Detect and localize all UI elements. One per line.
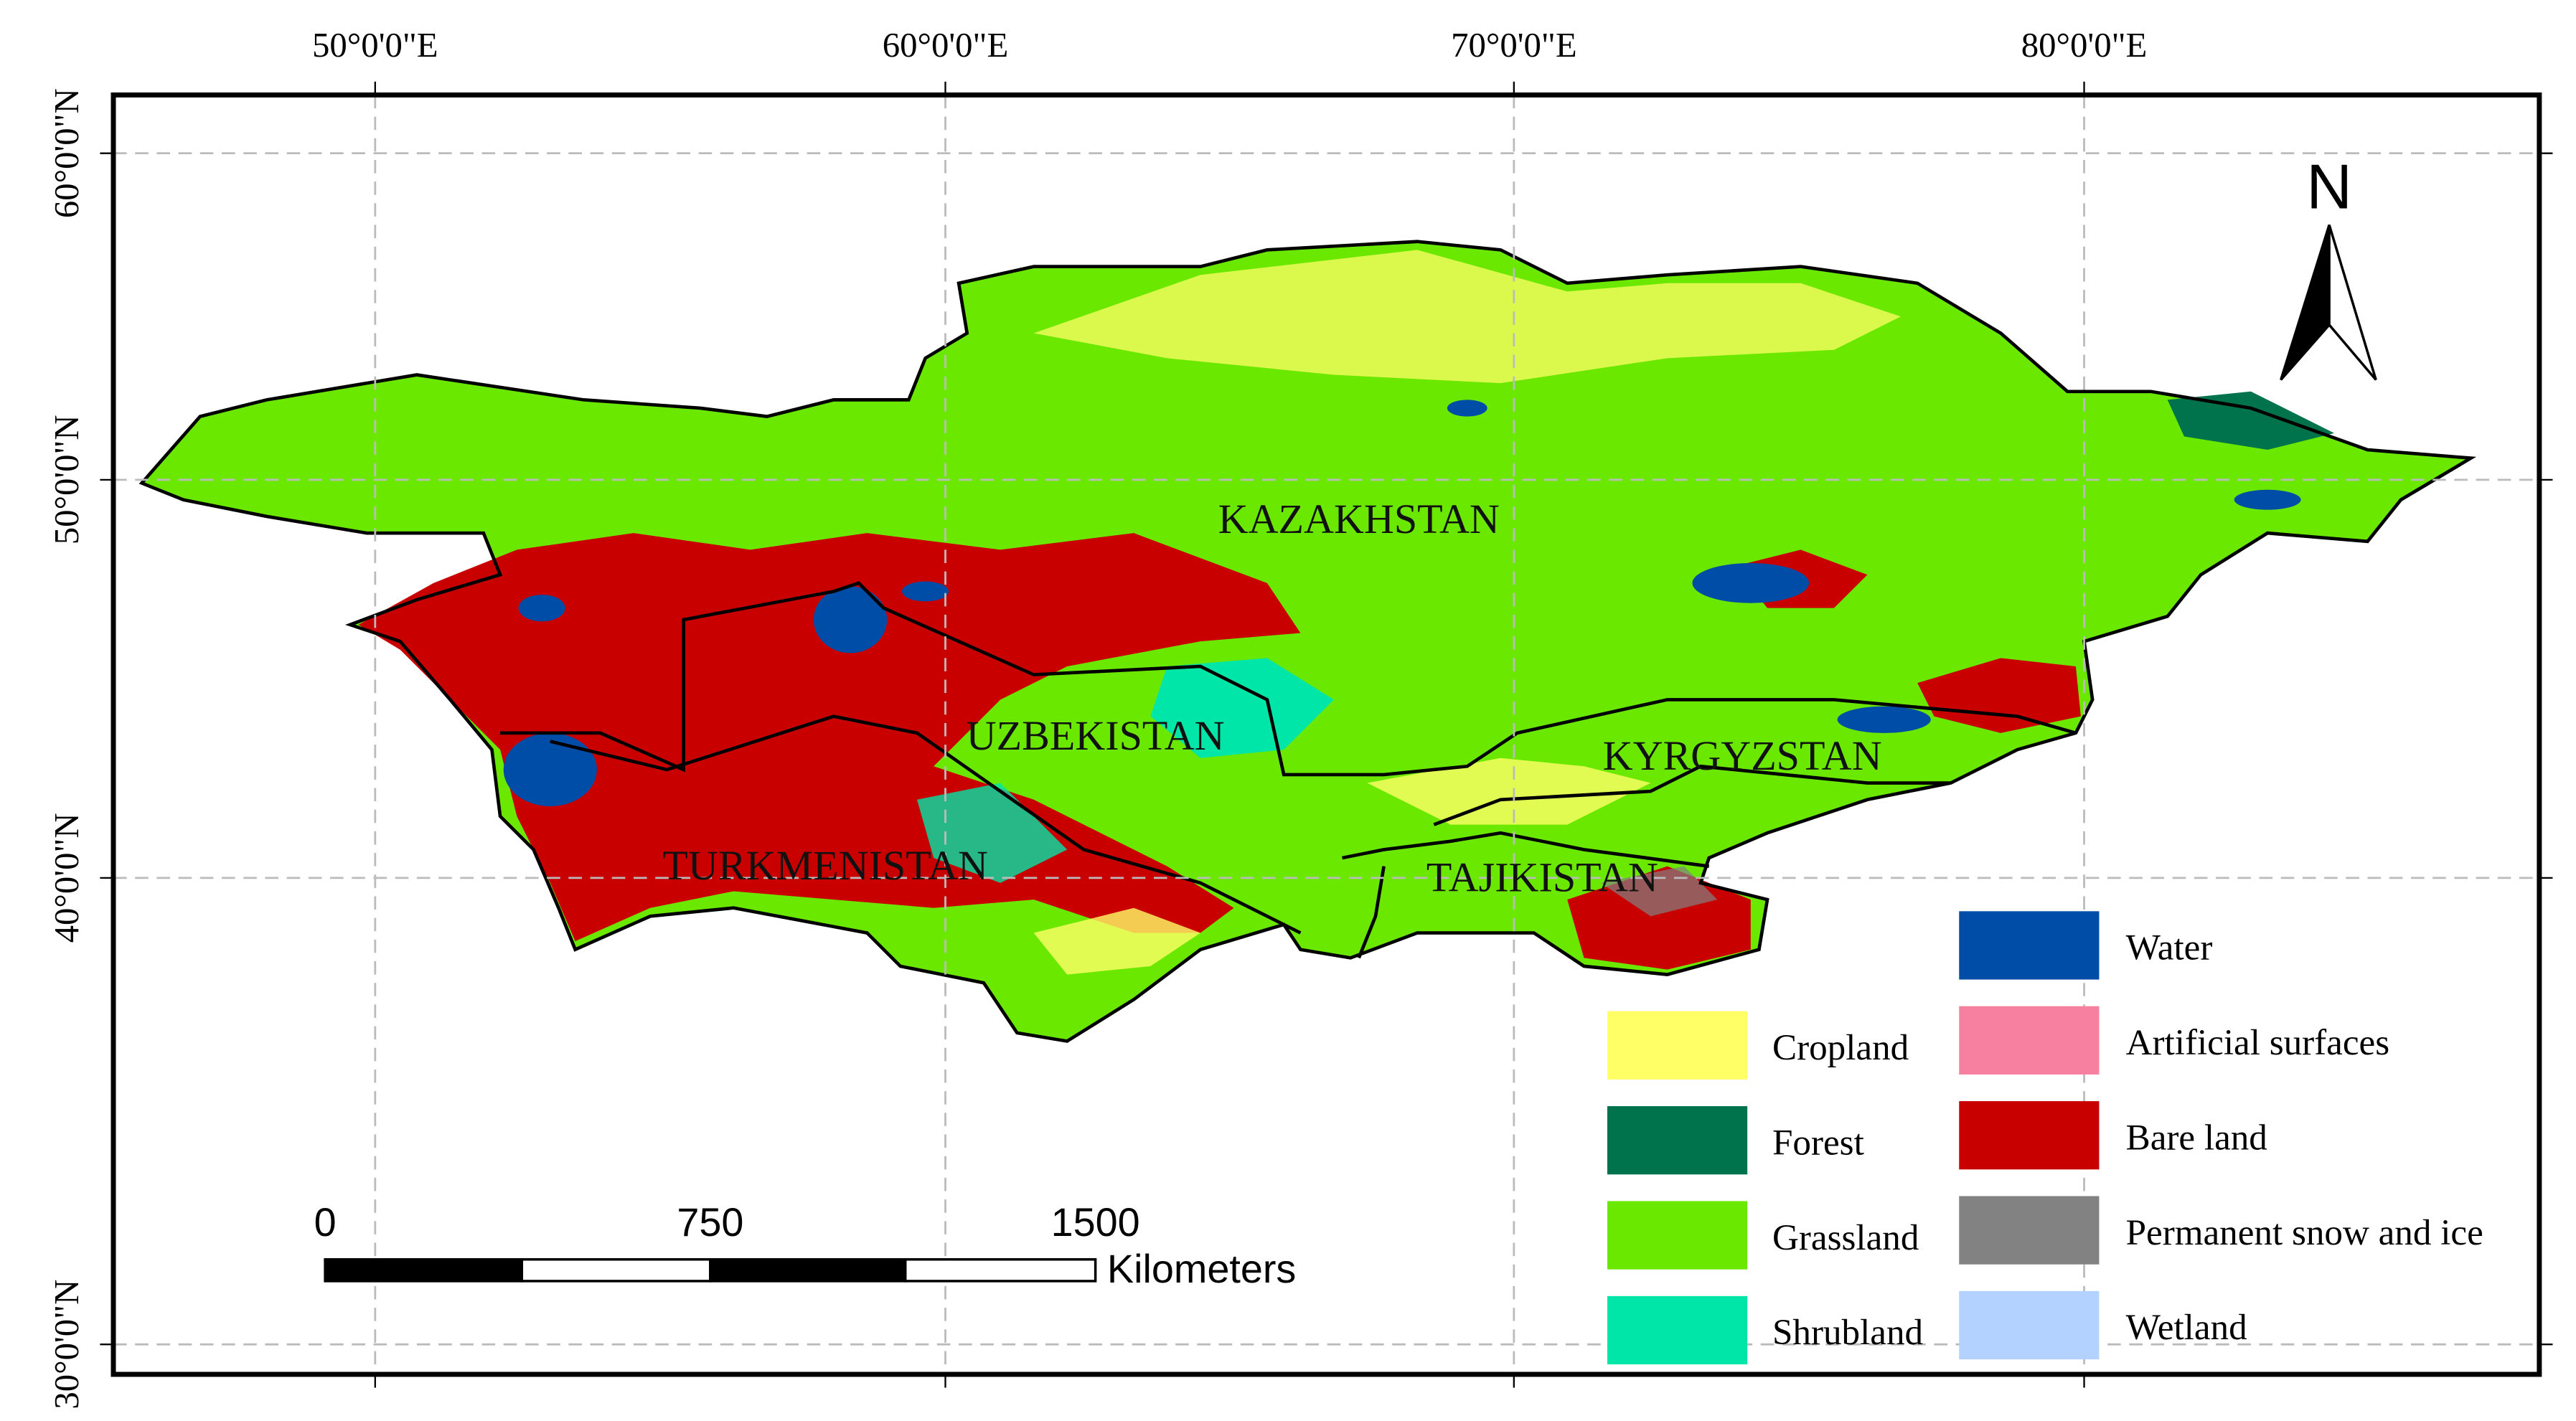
land-outline [138, 240, 2477, 1043]
latitude-label: 50°0'0"N [47, 415, 86, 544]
scale-unit: Kilometers [1107, 1247, 1296, 1291]
legend-label: Artificial surfaces [2126, 1022, 2390, 1063]
legend-label: Wetland [2126, 1307, 2247, 1348]
legend-swatch [1607, 1201, 1748, 1270]
scale-segment [324, 1257, 524, 1283]
north-arrow-right [2328, 225, 2377, 381]
country-border [1357, 866, 1386, 959]
scale-segment [903, 1257, 1097, 1283]
legend-swatch [1959, 1196, 2100, 1265]
legend-swatch [1959, 1101, 2100, 1170]
water-body [1447, 400, 1487, 417]
legend-swatch [1607, 1295, 1748, 1365]
water-body [518, 595, 565, 622]
legend-label: Cropland [1772, 1027, 1909, 1068]
snow-ice [1600, 866, 1718, 917]
legend-label: Shrubland [1772, 1312, 1923, 1353]
legend-label: Forest [1772, 1122, 1864, 1163]
legend-label: Water [2126, 927, 2213, 968]
water-body [813, 586, 888, 653]
scale-label: 1500 [1051, 1200, 1140, 1245]
legend-swatch [1607, 1106, 1748, 1175]
legend-label: Permanent snow and ice [2126, 1212, 2483, 1253]
legend-label: Bare land [2126, 1117, 2267, 1158]
country-label: TAJIKISTAN [1426, 854, 1658, 900]
forest [2167, 391, 2335, 450]
country-label: TURKMENISTAN [662, 842, 988, 889]
longitude-label: 50°0'0"E [312, 26, 438, 65]
latitude-label: 30°0'0"N [47, 1280, 86, 1410]
legend-swatch [1959, 911, 2100, 980]
legend-label: Grassland [1772, 1217, 1919, 1258]
country-border [1433, 764, 1951, 826]
scale-label: 750 [677, 1200, 743, 1245]
cropland [1033, 250, 1901, 384]
latitude-label: 60°0'0"N [47, 88, 86, 218]
map-frame [111, 92, 2542, 1377]
country-border [500, 581, 2077, 777]
longitude-label: 60°0'0"E [883, 26, 1009, 65]
water-body [902, 581, 949, 602]
longitude-label: 80°0'0"E [2021, 26, 2148, 65]
bare-land [1917, 658, 2081, 733]
country-label: UZBEKISTAN [967, 712, 1225, 759]
north-label: N [2306, 151, 2352, 222]
shrubland [1150, 658, 1334, 758]
legend-swatch [1607, 1011, 1748, 1080]
scale-segment [520, 1257, 712, 1283]
legend-swatch [1959, 1290, 2100, 1360]
longitude-label: 70°0'0"E [1451, 26, 1577, 65]
water-body [503, 732, 597, 807]
water-body [1837, 706, 1931, 733]
scale-segment [709, 1257, 907, 1283]
water-body [2234, 489, 2301, 510]
latitude-label: 40°0'0"N [47, 813, 86, 943]
bare-land [358, 533, 1301, 942]
legend-swatch [1959, 1006, 2100, 1075]
shrubland [916, 783, 1068, 883]
country-label: KYRGYZSTAN [1603, 732, 1882, 779]
scale-label: 0 [314, 1200, 337, 1245]
country-border [1342, 831, 1710, 868]
cropland [1367, 757, 1651, 825]
cropland [1033, 907, 1201, 975]
country-label: KAZAKHSTAN [1218, 496, 1500, 542]
water-body [1692, 562, 1810, 603]
